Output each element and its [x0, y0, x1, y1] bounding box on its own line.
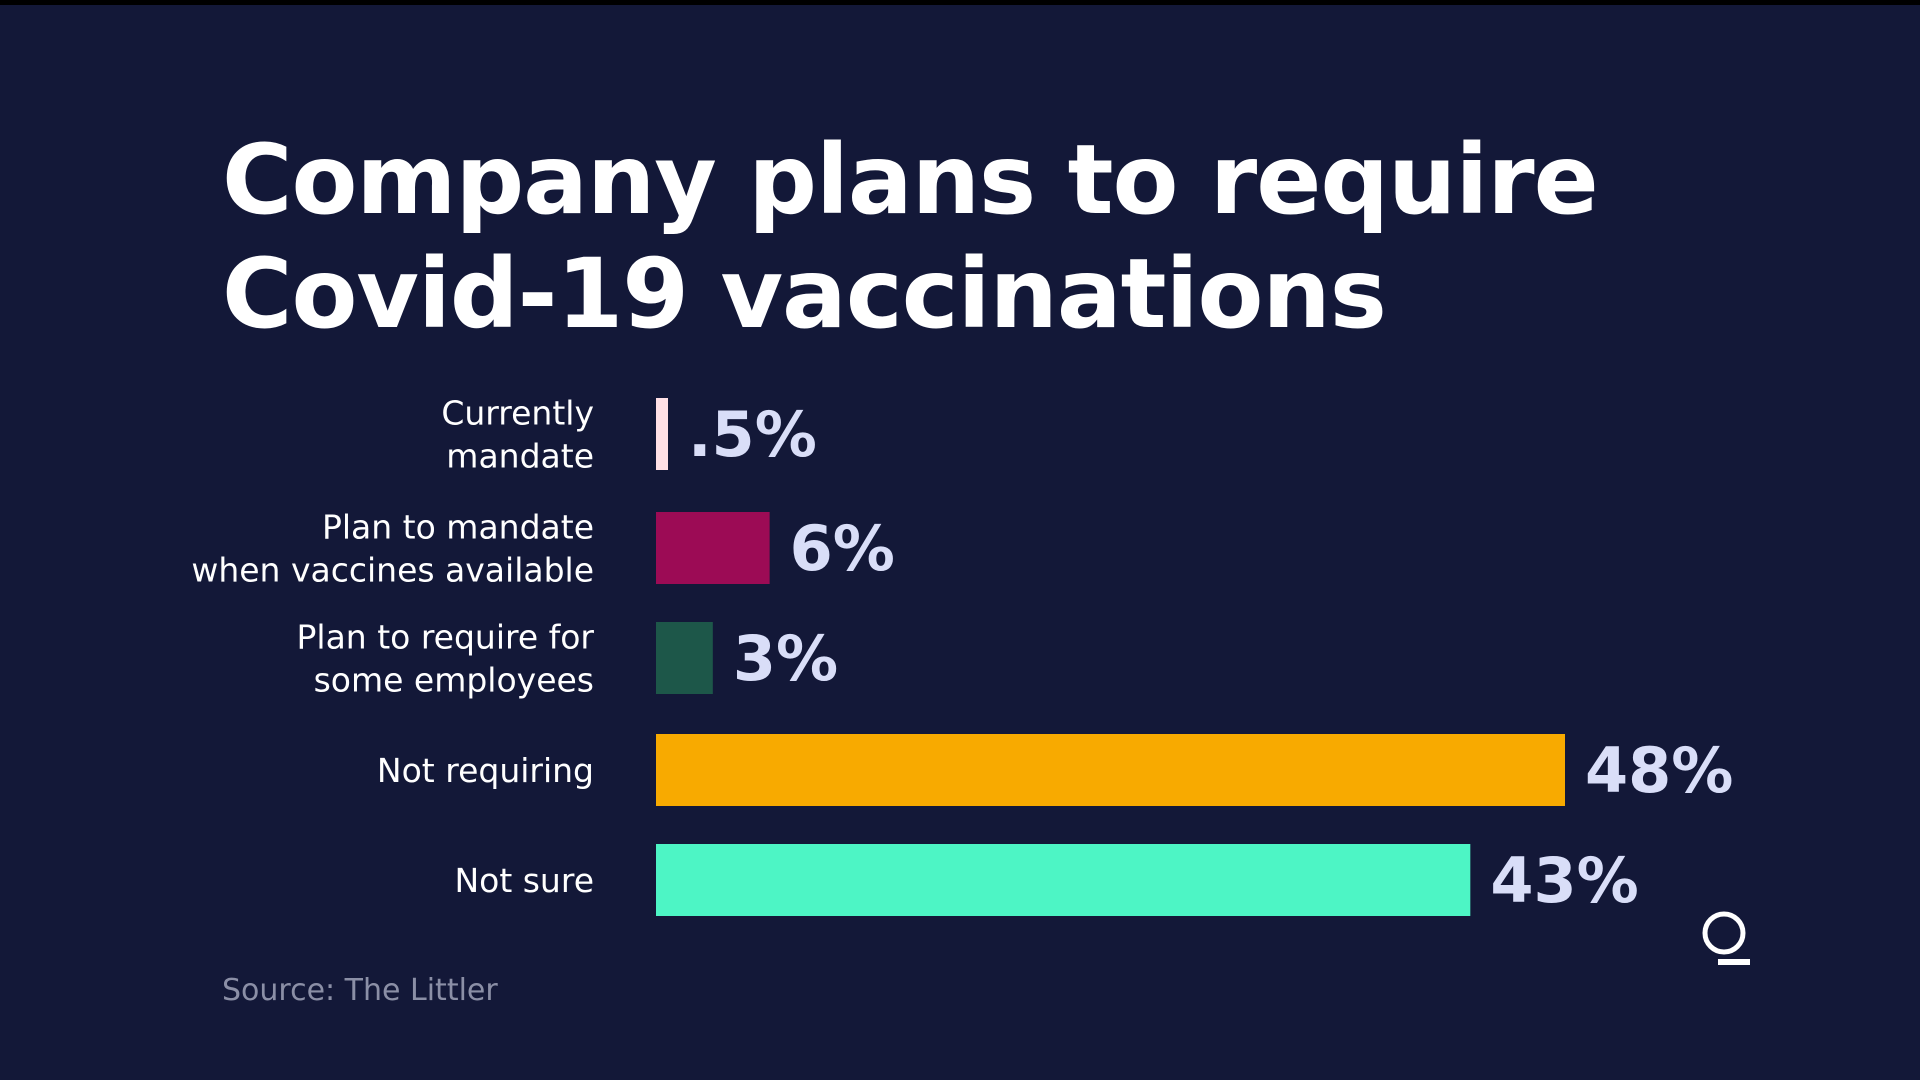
bar-row: Not sure 43% [454, 844, 1639, 917]
bar [656, 734, 1565, 806]
bar [656, 398, 668, 470]
chart-title-line-1: Company plans to require [222, 124, 1599, 236]
value-label: .5% [688, 398, 817, 471]
category-label-line: when vaccines available [191, 551, 594, 590]
bar-row: Not requiring 48% [377, 734, 1733, 807]
bars-layer: Currently mandate .5% Plan to mandate when v… [191, 394, 1733, 918]
category-label-line: Not sure [454, 861, 594, 900]
chart-title-line-2: Covid-19 vaccinations [222, 238, 1387, 350]
category-label-line: some employees [314, 661, 594, 700]
category-label: Currently mandate [441, 394, 594, 476]
value-label: 43% [1490, 844, 1638, 917]
bar [656, 622, 713, 694]
category-label-line: Plan to mandate [322, 508, 594, 547]
quartz-q-icon [1702, 911, 1750, 965]
value-label: 3% [733, 622, 838, 695]
bar [656, 512, 770, 584]
category-label-line: mandate [446, 437, 594, 476]
bar-row: Plan to mandate when vaccines available 6% [191, 508, 895, 590]
category-label-line: Currently [441, 394, 594, 433]
bar-chart: Currently mandate .5% Plan to mandate when v… [191, 394, 1733, 918]
category-label: Plan to require for some employees [297, 618, 595, 700]
value-label: 48% [1585, 734, 1733, 807]
category-label-line: Plan to require for [297, 618, 595, 657]
source-note: Source: The Littler [222, 973, 498, 1008]
bar-row: Currently mandate .5% [441, 394, 816, 476]
category-label: Plan to mandate when vaccines available [191, 508, 594, 590]
bar [656, 844, 1471, 916]
category-label-line: Not requiring [377, 751, 594, 790]
value-label: 6% [790, 512, 895, 585]
category-label: Not sure [454, 861, 594, 900]
bar-row: Plan to require for some employees 3% [297, 618, 839, 700]
chart-title: Company plans to require Covid-19 vaccin… [222, 123, 1599, 351]
category-label: Not requiring [377, 751, 594, 790]
